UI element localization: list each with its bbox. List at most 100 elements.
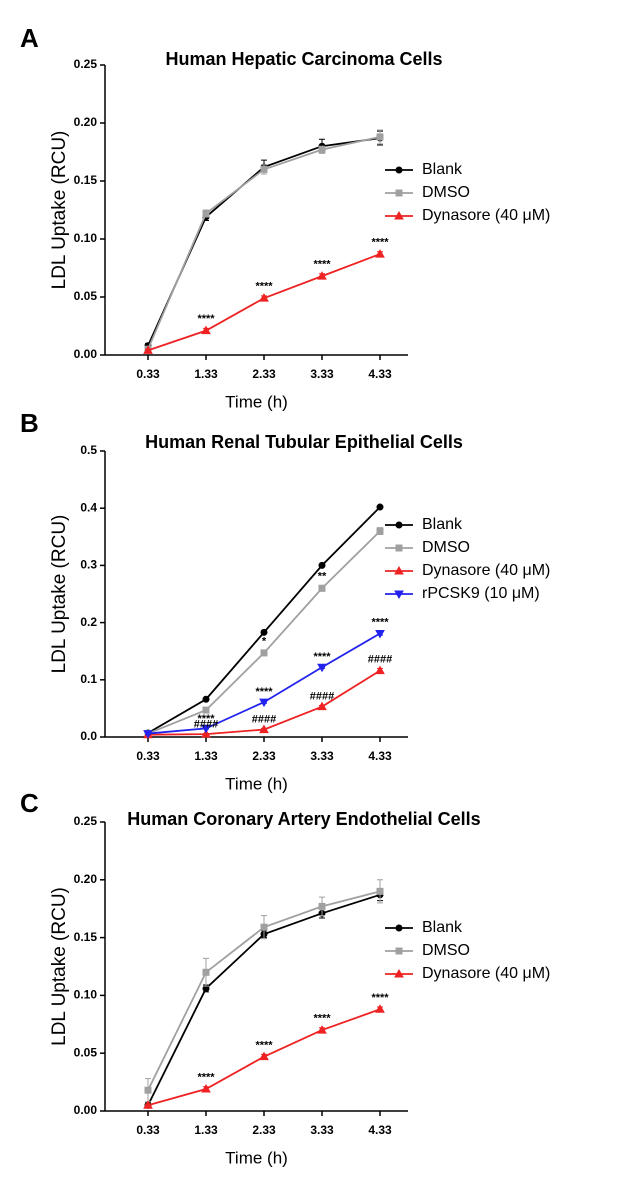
x-axis-title: Time (h): [225, 392, 288, 411]
point: [395, 166, 403, 174]
point: [395, 521, 403, 529]
point: [201, 325, 211, 335]
significance-label: ####: [252, 713, 276, 725]
point: [317, 1025, 327, 1034]
y-tick-label: 0.0: [80, 729, 97, 743]
x-tick-label: 4.33: [368, 367, 392, 381]
point: [260, 923, 268, 931]
y-tick-label: 0.25: [74, 57, 98, 71]
x-axis-title: Time (h): [225, 774, 288, 793]
y-tick-label: 0.2: [80, 615, 97, 629]
significance-label: ****: [313, 259, 331, 271]
y-tick-label: 0.00: [74, 347, 98, 361]
point: [260, 649, 268, 657]
significance-label: ****: [371, 617, 389, 629]
panel-letter: A: [20, 23, 39, 53]
x-tick-label: 1.33: [194, 367, 218, 381]
significance-label: ****: [313, 651, 331, 663]
point: [259, 724, 269, 734]
panel-letter: C: [20, 788, 39, 818]
point: [395, 544, 403, 552]
point: [318, 146, 326, 154]
y-tick-label: 0.05: [74, 1045, 98, 1059]
significance-label: ****: [197, 1072, 215, 1084]
x-tick-label: 4.33: [368, 1123, 392, 1137]
legend-label: DMSO: [422, 539, 470, 556]
point: [317, 271, 327, 280]
significance-label: ####: [310, 690, 334, 702]
legend-label: DMSO: [422, 942, 470, 959]
significance-label: ****: [197, 713, 215, 725]
y-tick-label: 0.15: [74, 930, 98, 944]
y-axis-title: LDL Uptake (RCU): [49, 131, 70, 290]
point: [394, 565, 404, 575]
point: [375, 665, 385, 675]
x-tick-label: 3.33: [310, 749, 334, 763]
y-tick-label: 0.5: [80, 443, 97, 457]
point: [394, 968, 404, 978]
significance-label: ####: [368, 653, 392, 665]
point: [318, 561, 326, 569]
point: [202, 968, 210, 976]
significance-label: ****: [255, 281, 273, 293]
point: [144, 1086, 152, 1094]
legend-label: Dynasore (40 μM): [422, 562, 550, 579]
point: [395, 189, 403, 197]
y-tick-label: 0.05: [74, 289, 98, 303]
point: [202, 706, 210, 714]
y-tick-label: 0.3: [80, 558, 97, 572]
point: [394, 210, 404, 220]
x-tick-label: 1.33: [194, 1123, 218, 1137]
x-tick-label: 3.33: [310, 367, 334, 381]
y-tick-label: 0.20: [74, 115, 98, 129]
point: [143, 1100, 153, 1109]
y-tick-label: 0.00: [74, 1103, 98, 1117]
point: [317, 663, 327, 673]
significance-label: ****: [255, 686, 273, 698]
x-tick-label: 2.33: [252, 749, 276, 763]
significance-label: ****: [197, 313, 215, 325]
panel: B Human Renal Tubular Epithelial Cells LDL…: [20, 408, 550, 794]
significance-label: ****: [255, 1039, 273, 1051]
point: [375, 1004, 385, 1013]
point: [395, 924, 403, 932]
significance-label: ####: [194, 718, 218, 730]
point: [201, 1084, 211, 1093]
point: [376, 527, 384, 535]
y-tick-label: 0.20: [74, 872, 98, 886]
y-tick-label: 0.4: [80, 500, 97, 514]
point: [143, 345, 153, 354]
x-tick-label: 4.33: [368, 749, 392, 763]
x-tick-label: 0.33: [136, 749, 160, 763]
point: [376, 887, 384, 895]
point: [318, 584, 326, 592]
significance-label: **: [318, 570, 327, 582]
chart-title: Human Hepatic Carcinoma Cells: [165, 49, 442, 69]
point: [376, 133, 384, 141]
point: [201, 729, 211, 738]
point: [395, 947, 403, 955]
panel: A Human Hepatic Carcinoma Cells LDL Uptake…: [20, 23, 550, 412]
point: [260, 165, 268, 173]
point: [259, 1051, 269, 1061]
legend-label: rPCSK9 (10 μM): [422, 585, 540, 602]
y-axis-title: LDL Uptake (RCU): [49, 515, 70, 674]
significance-label: ****: [313, 1013, 331, 1025]
point: [259, 698, 269, 708]
y-tick-label: 0.10: [74, 988, 98, 1002]
point: [375, 629, 385, 639]
point: [143, 730, 153, 739]
y-axis-title: LDL Uptake (RCU): [49, 887, 70, 1046]
point: [376, 503, 384, 511]
point: [259, 293, 269, 302]
point: [317, 701, 327, 711]
significance-label: *: [262, 636, 267, 648]
x-tick-label: 0.33: [136, 367, 160, 381]
point: [201, 724, 211, 734]
point: [202, 209, 210, 217]
chart-title: Human Renal Tubular Epithelial Cells: [145, 432, 463, 452]
chart-title: Human Coronary Artery Endothelial Cells: [127, 809, 480, 829]
point: [375, 249, 385, 258]
point: [394, 590, 404, 600]
panel-letter: B: [20, 408, 39, 438]
